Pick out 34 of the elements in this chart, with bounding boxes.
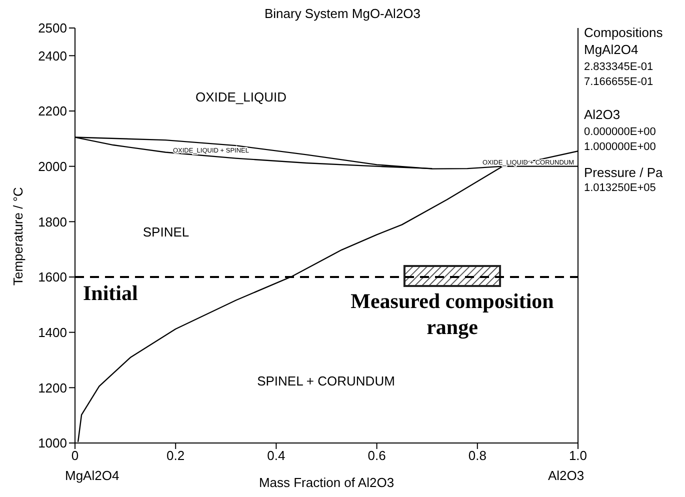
x-tick-label: 0.8 [468, 448, 486, 464]
x-tick-label: 0.2 [166, 448, 185, 464]
y-tick-label: 2500 [38, 20, 67, 36]
annotation: SPINEL + CORUNDUM [257, 373, 395, 388]
x-tick-label: 1.0 [568, 448, 588, 464]
text: MgAl2O4 [584, 42, 638, 58]
text: 7.166655E-01 [584, 75, 654, 90]
text: Compositions [584, 25, 663, 41]
y-tick-label: 1600 [38, 270, 67, 285]
y-axis-title: Temperature / °C [10, 187, 26, 286]
text: Pressure / Pa [584, 165, 663, 181]
x-tick-label: 0 [71, 448, 79, 464]
y-tick-label: 2400 [38, 48, 67, 64]
text: 1.000000E+00 [584, 140, 656, 155]
annotation: SPINEL [142, 224, 190, 240]
band-label: Measured composition range [350, 289, 554, 339]
text: MgAl2O4 [65, 468, 120, 483]
y-tick-label: 1200 [38, 380, 67, 396]
annotation: OXIDE_LIQUID [195, 89, 287, 104]
x-tick-label: 0.6 [368, 448, 386, 464]
x-tick-label: 0.4 [267, 448, 286, 464]
y-tick-label: 1400 [38, 324, 67, 340]
x-axis-title: Mass Fraction of Al2O3 [258, 475, 394, 490]
y-tick-label: 2200 [38, 104, 67, 119]
y-tick-label: 1800 [38, 214, 67, 230]
text: 1.013250E+05 [584, 181, 656, 196]
chart-title: Binary System MgO-Al2O3 [263, 6, 422, 21]
text: 2.833345E-01 [584, 60, 654, 75]
text: Al2O3 [584, 107, 620, 123]
text: Al2O3 [548, 468, 584, 483]
ref-line-label: Initial [83, 280, 138, 305]
y-tick-label: 2000 [38, 158, 67, 174]
text: 0.000000E+00 [584, 125, 656, 140]
y-tick-label: 1000 [38, 436, 67, 451]
